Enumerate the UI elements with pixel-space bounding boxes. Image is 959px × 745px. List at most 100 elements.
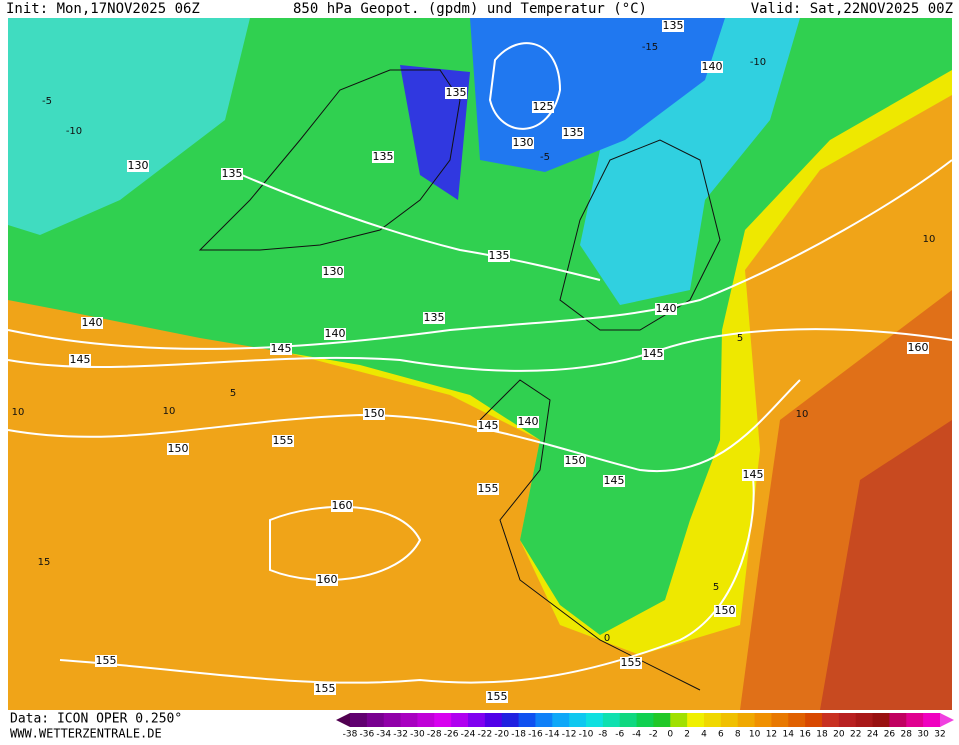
colorbar-label: 20 bbox=[833, 730, 845, 740]
colorbar-label: -2 bbox=[649, 730, 658, 740]
geopotential-label: 160 bbox=[908, 341, 929, 354]
geopotential-label: 130 bbox=[513, 136, 534, 149]
geopotential-label: 135 bbox=[424, 311, 445, 324]
contour-line bbox=[269, 505, 422, 581]
geopotential-label: 155 bbox=[621, 656, 642, 669]
colorbar-swatch bbox=[923, 713, 941, 727]
temperature-label: -10 bbox=[66, 126, 82, 137]
label-box bbox=[532, 101, 554, 113]
colorbar-label: -28 bbox=[427, 730, 442, 740]
colorbar-swatch bbox=[434, 713, 452, 727]
colorbar-swatch bbox=[569, 713, 587, 727]
colorbar-swatch bbox=[636, 713, 654, 727]
geopotential-label: 135 bbox=[563, 126, 584, 139]
temperature-label: -10 bbox=[750, 57, 766, 68]
colorbar-label: 18 bbox=[816, 730, 828, 740]
geopotential-label: 140 bbox=[325, 327, 346, 340]
label-box bbox=[742, 469, 764, 481]
colorbar-label: 30 bbox=[917, 730, 929, 740]
colorbar-swatch bbox=[906, 713, 924, 727]
init-time: Init: Mon,17NOV2025 06Z bbox=[6, 1, 200, 17]
label-box bbox=[363, 408, 385, 420]
geopotential-label: 140 bbox=[656, 302, 677, 315]
colorbar-label: -20 bbox=[494, 730, 509, 740]
colorbar-swatch bbox=[889, 713, 907, 727]
colorbar-swatch bbox=[350, 713, 368, 727]
field-blue bbox=[470, 18, 725, 172]
label-box bbox=[564, 455, 586, 467]
temperature-label: -15 bbox=[642, 42, 658, 53]
label-box bbox=[272, 435, 294, 447]
label-box bbox=[642, 348, 664, 360]
contour-line bbox=[488, 42, 562, 130]
label-box bbox=[221, 168, 243, 180]
label-box bbox=[701, 61, 723, 73]
colorbar-swatch bbox=[771, 713, 789, 727]
label-box bbox=[372, 151, 394, 163]
colorbar-label: 14 bbox=[783, 730, 795, 740]
temperature-label: -5 bbox=[540, 152, 550, 163]
colorbar-label: 26 bbox=[884, 730, 896, 740]
label-box bbox=[167, 443, 189, 455]
label-box bbox=[331, 500, 353, 512]
colorbar-label: 4 bbox=[701, 730, 707, 740]
geopotential-label: 135 bbox=[489, 249, 510, 262]
colorbar-label: -24 bbox=[461, 730, 476, 740]
colorbar-swatch bbox=[366, 713, 385, 727]
label-box bbox=[69, 354, 91, 366]
contour-line bbox=[229, 169, 601, 281]
colorbar-label: -18 bbox=[511, 730, 526, 740]
colorbar-swatch bbox=[468, 713, 486, 727]
geopotential-label: 130 bbox=[128, 159, 149, 172]
geopotential-label: 135 bbox=[373, 150, 394, 163]
colorbar-swatch bbox=[855, 713, 874, 727]
colorbar-swatch bbox=[518, 713, 536, 727]
colorbar-label: -38 bbox=[343, 730, 358, 740]
colorbar-label: -12 bbox=[562, 730, 577, 740]
colorbar-swatch bbox=[737, 713, 756, 727]
label-box bbox=[620, 657, 642, 669]
colorbar-arrow-left bbox=[336, 713, 350, 727]
colorbar-label: 28 bbox=[901, 730, 913, 740]
geopotential-label: 160 bbox=[332, 499, 353, 512]
temperature-label: 10 bbox=[923, 234, 936, 245]
geopotential-label: 145 bbox=[70, 353, 91, 366]
colorbar-label: 8 bbox=[735, 730, 741, 740]
geopotential-label: 155 bbox=[273, 434, 294, 447]
colorbar-swatch bbox=[805, 713, 823, 727]
colorbar-swatch bbox=[451, 713, 469, 727]
valid-time: Valid: Sat,22NOV2025 00Z bbox=[751, 1, 953, 17]
colorbar-label: 2 bbox=[684, 730, 690, 740]
label-box bbox=[423, 312, 445, 324]
scandinavia-coast bbox=[559, 139, 721, 331]
geopotential-label: 155 bbox=[315, 682, 336, 695]
geopotential-label: 155 bbox=[487, 690, 508, 703]
temperature-label: 0 bbox=[604, 633, 610, 644]
colorbar-swatch bbox=[535, 713, 553, 727]
temperature-label: 10 bbox=[12, 407, 25, 418]
colorbar-swatch bbox=[383, 713, 402, 727]
label-box bbox=[517, 416, 539, 428]
label-box bbox=[477, 483, 499, 495]
colorbar-swatch bbox=[720, 713, 739, 727]
contour-labels: 135 140 135 125 135 130 135 130 135 135 130 140 140 1… bbox=[12, 19, 936, 703]
europe-coast bbox=[479, 379, 701, 691]
colorbar-label: 16 bbox=[799, 730, 811, 740]
colorbar-label: 12 bbox=[766, 730, 777, 740]
temperature-label: 10 bbox=[163, 406, 176, 417]
label-box bbox=[655, 303, 677, 315]
colorbar-label: -8 bbox=[598, 730, 607, 740]
colorbar-label: -30 bbox=[410, 730, 425, 740]
colorbar-label: -16 bbox=[528, 730, 543, 740]
label-box bbox=[270, 343, 292, 355]
data-source: Data: ICON OPER 0.250° bbox=[10, 712, 182, 727]
label-box bbox=[486, 691, 508, 703]
colorbar-label: -26 bbox=[444, 730, 459, 740]
colorbar-swatch bbox=[754, 713, 772, 727]
geopotential-label: 145 bbox=[478, 419, 499, 432]
colorbar-label: -22 bbox=[478, 730, 493, 740]
geopotential-label: 145 bbox=[643, 347, 664, 360]
colorbar-swatch bbox=[586, 713, 604, 727]
geopotential-label: 135 bbox=[446, 86, 467, 99]
